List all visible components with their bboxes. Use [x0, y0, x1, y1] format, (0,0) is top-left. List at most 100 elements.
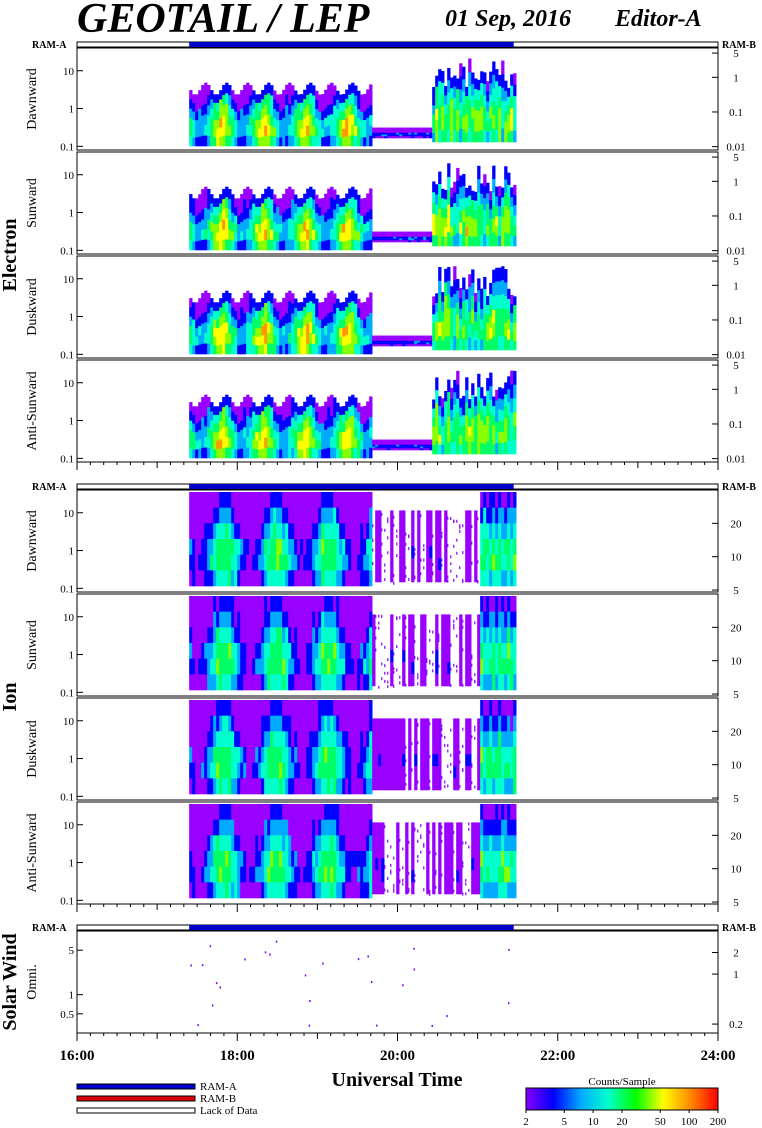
spectrogram-cell: [345, 658, 349, 675]
spectrogram-cell: [375, 546, 379, 559]
spectrogram-cell: [348, 94, 352, 106]
spectrogram-cell: [246, 405, 250, 417]
spectrogram-cell: [462, 289, 466, 302]
spectrogram-cell: [240, 819, 244, 836]
sparse-counts: [396, 542, 398, 546]
spectrogram-cell: [450, 99, 454, 111]
spectrogram-cell: [276, 311, 280, 320]
spectrogram-cell: [504, 492, 508, 508]
spectrogram-cell: [501, 443, 505, 455]
spectrogram-cell: [513, 235, 517, 247]
spectrogram-cell: [300, 224, 304, 234]
spectrogram-cell: [273, 240, 277, 251]
spectrogram-cell: [216, 658, 220, 675]
spectrogram-cell: [306, 209, 310, 220]
spectrogram-cell: [393, 335, 397, 338]
spectrogram-cell: [297, 611, 301, 628]
spectrogram-cell: [285, 198, 289, 210]
spectrogram-cell: [471, 418, 475, 431]
spectrogram-cell: [240, 866, 244, 883]
spectrogram-cell: [324, 819, 328, 836]
spectrogram-cell: [321, 423, 325, 433]
spectrogram-cell: [204, 643, 208, 659]
spectrogram-cell: [333, 554, 337, 571]
spectrogram-cell: [366, 202, 370, 213]
spectrogram-cell: [267, 135, 271, 147]
spectrogram-cell: [222, 851, 226, 867]
spectrogram-cell: [195, 747, 199, 763]
spectrogram-cell: [306, 851, 310, 867]
spectrogram-cell: [471, 442, 475, 455]
spectrogram-cell: [261, 212, 265, 223]
spectrogram-cell: [312, 539, 316, 555]
spectrogram-cell: [432, 213, 436, 225]
spectrogram-cell: [240, 882, 244, 899]
spectrogram-cell: [456, 314, 460, 327]
sparse-counts: [396, 553, 398, 557]
spectrogram-cell: [282, 297, 286, 308]
spectrogram-cell: [198, 307, 202, 318]
spectrogram-cell: [501, 554, 505, 571]
spectrogram-cell: [288, 218, 292, 230]
spectrogram-cell: [396, 131, 400, 134]
spectrogram-cell: [204, 103, 208, 115]
spectrogram-cell: [219, 335, 223, 345]
spectrogram-cell: [327, 115, 331, 126]
spectrogram-cell: [219, 231, 223, 241]
spectrogram-cell: [378, 340, 382, 343]
spectrogram-cell: [231, 118, 235, 128]
spectrogram-cell: [465, 626, 469, 639]
spectrogram-cell: [300, 414, 304, 424]
spectrogram-cell: [402, 570, 406, 583]
spectrogram-cell: [225, 114, 229, 126]
spectrogram-cell: [369, 447, 373, 459]
spectrogram-cell: [453, 294, 457, 309]
spectrogram-cell: [426, 240, 430, 243]
spectrogram-cell: [453, 224, 457, 236]
spectrogram-cell: [198, 90, 202, 100]
spectrogram-cell: [309, 186, 313, 198]
spectrogram-cell: [276, 762, 280, 779]
spectrogram-cell: [354, 397, 358, 408]
spectrogram-cell: [423, 238, 427, 241]
spectrogram-cell: [420, 446, 424, 449]
spectrogram-cell: [192, 804, 196, 820]
spectrogram-cell: [360, 596, 364, 612]
spectrogram-cell: [414, 339, 418, 342]
spectrogram-cell: [249, 95, 253, 106]
spectrogram-cell: [318, 406, 322, 416]
spectrogram-cell: [306, 323, 310, 334]
spectrogram-cell: [291, 135, 295, 147]
spectrogram-cell: [261, 570, 265, 587]
spectrogram-cell: [360, 215, 364, 225]
spectrogram-cell: [240, 658, 244, 675]
spectrogram-cell: [324, 596, 328, 612]
spectrogram-cell: [354, 507, 358, 524]
spectrogram-cell: [288, 82, 292, 94]
spectrogram-cell: [237, 102, 241, 112]
right-tick-label: 1: [733, 72, 739, 84]
spectrogram-cell: [513, 611, 517, 628]
spectrogram-cell: [408, 650, 412, 663]
spectrogram-cell: [348, 731, 352, 748]
spectrogram-cell: [468, 444, 472, 455]
spectrogram-cell: [429, 240, 433, 243]
spectrogram-cell: [228, 293, 232, 304]
spectrogram-cell: [387, 439, 391, 442]
spectrogram-cell: [276, 643, 280, 659]
spectrogram-cell: [327, 658, 331, 675]
spectrogram-cell: [369, 523, 373, 540]
spectrogram-cell: [204, 851, 208, 867]
spectrogram-cell: [282, 866, 286, 883]
spectrogram-cell: [324, 700, 328, 716]
spectrogram-cell: [318, 778, 322, 795]
spectrogram-cell: [285, 715, 289, 732]
spectrogram-cell: [483, 715, 487, 732]
spectrogram-cell: [477, 278, 481, 291]
spectrogram-cell: [336, 700, 340, 716]
spectrogram-cell: [408, 231, 412, 234]
spectrogram-cell: [348, 427, 352, 438]
spectrogram-cell: [456, 219, 460, 234]
spectrogram-cell: [348, 747, 352, 763]
spectrogram-cell: [366, 627, 370, 644]
